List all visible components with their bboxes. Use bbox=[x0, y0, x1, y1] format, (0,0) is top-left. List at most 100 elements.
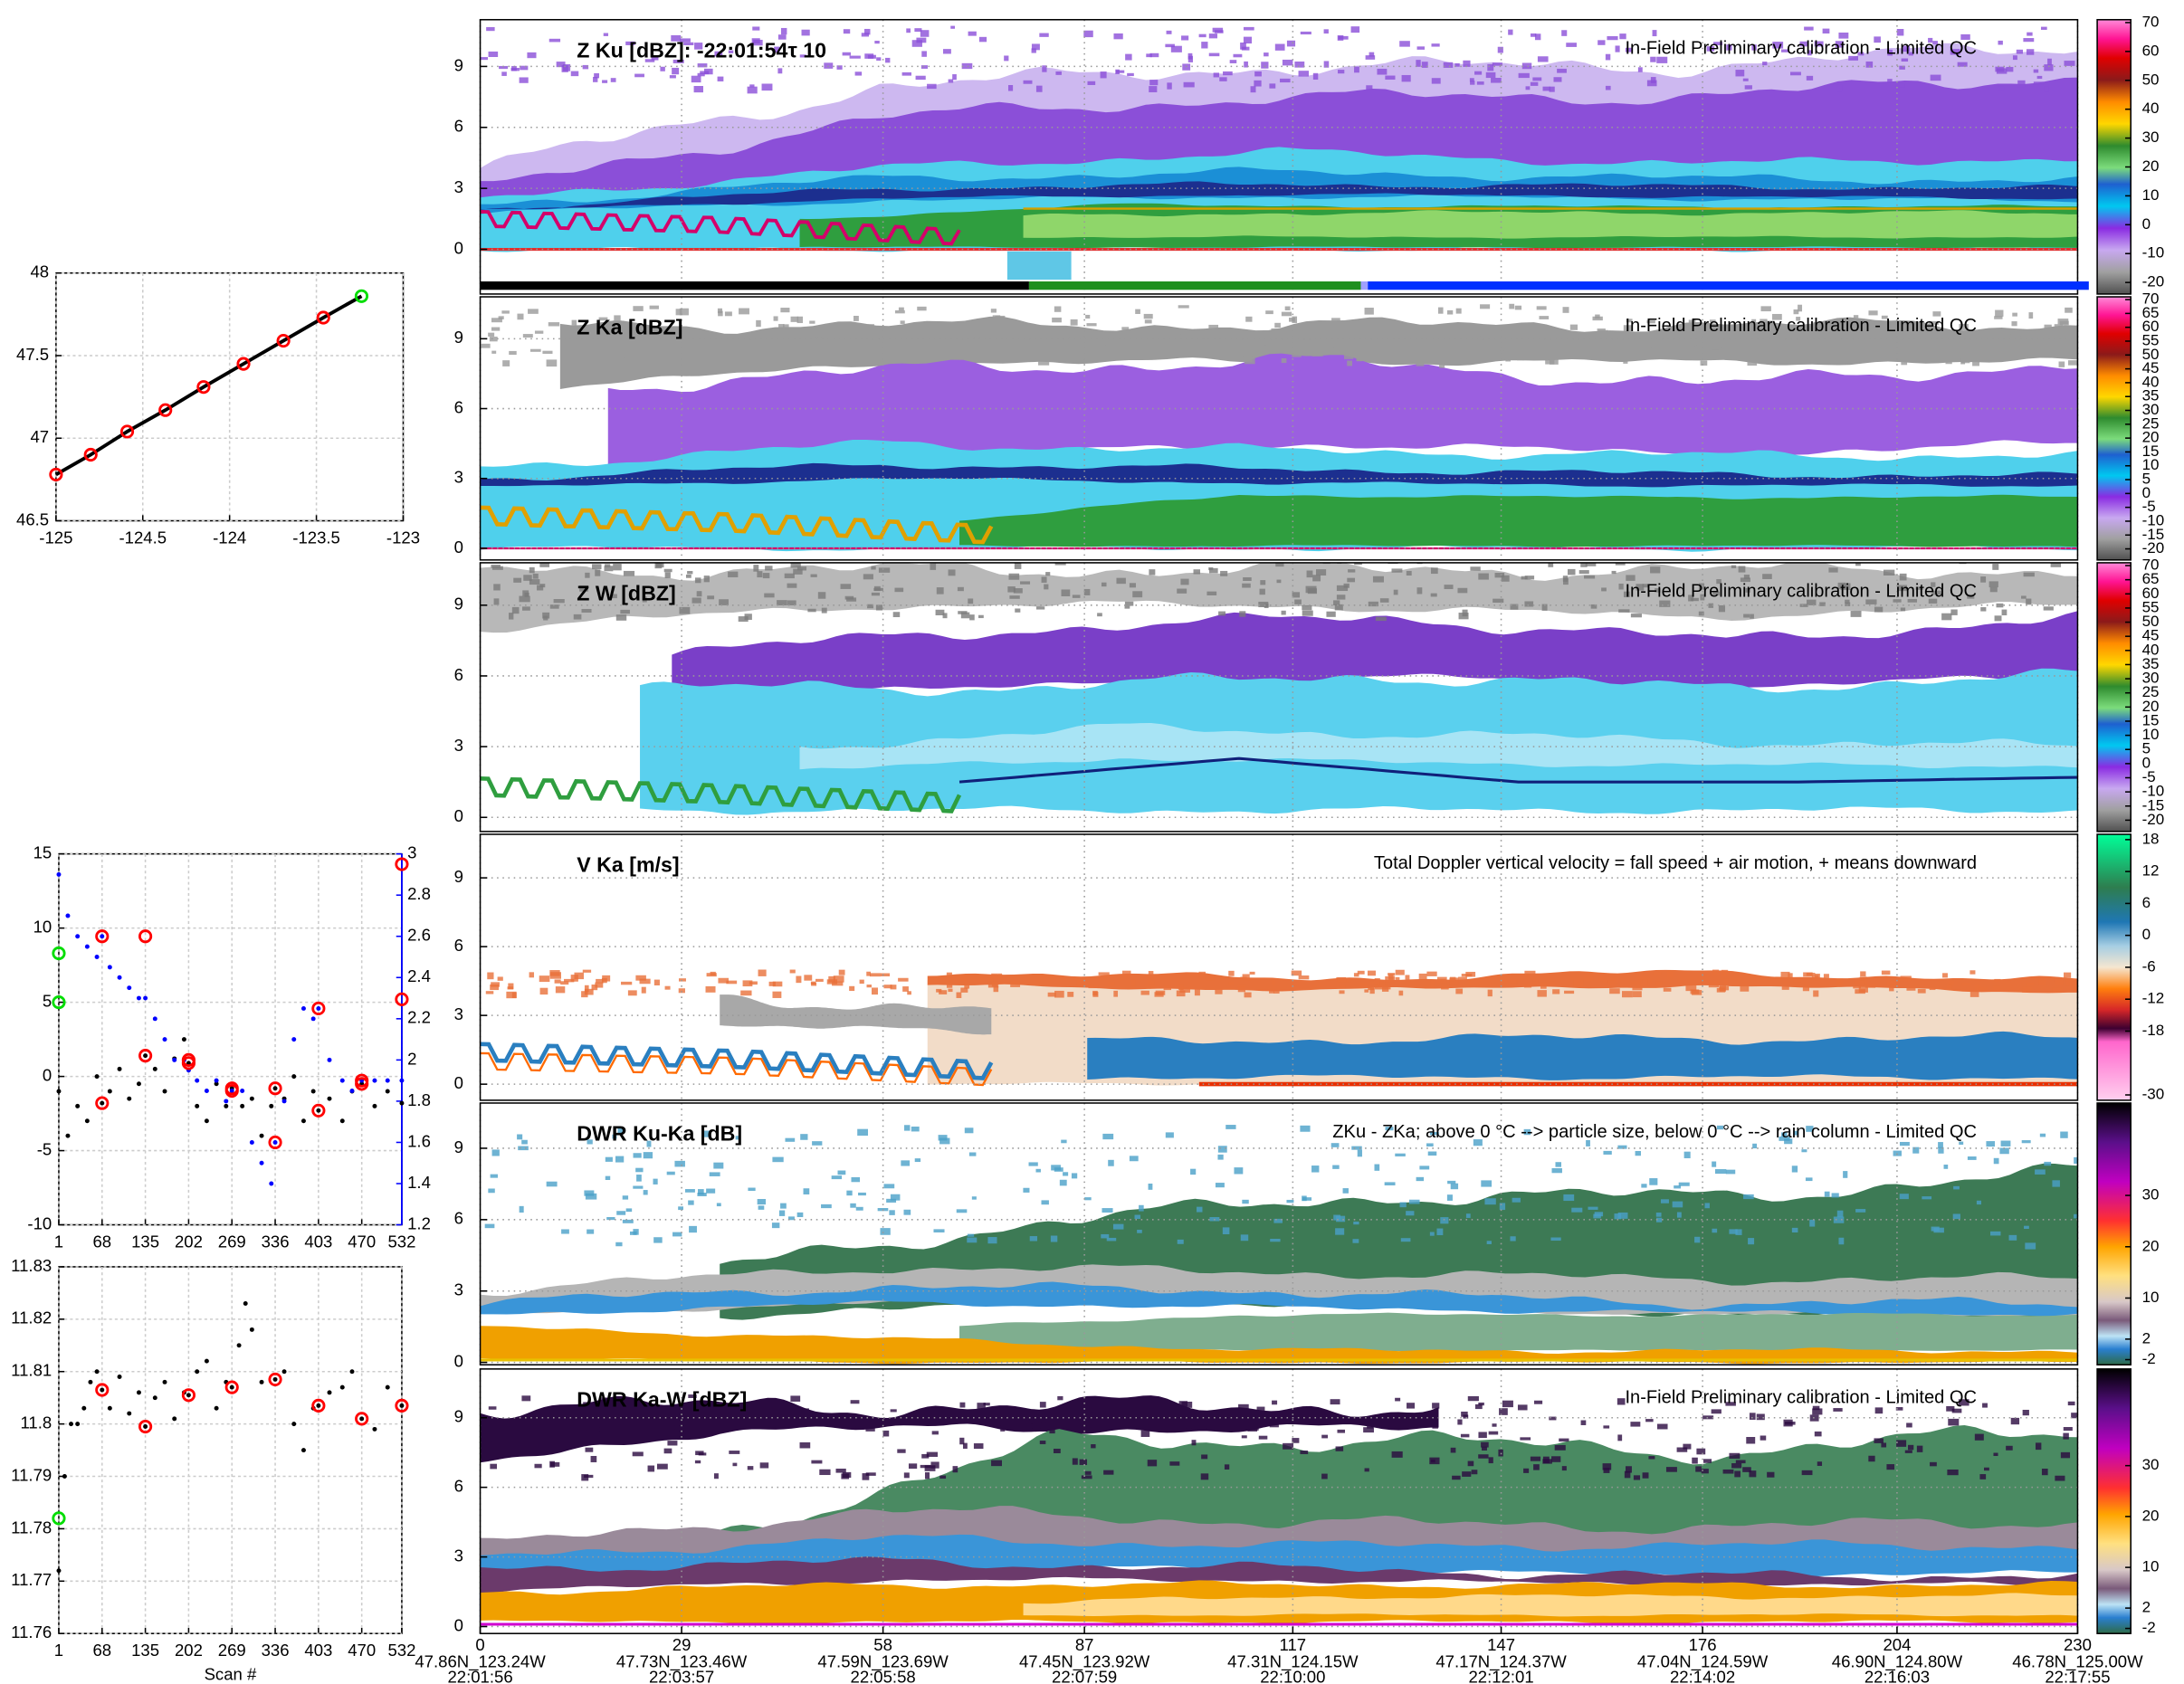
echo-speckle bbox=[817, 592, 826, 599]
data-point bbox=[204, 1118, 209, 1124]
curtain-image bbox=[480, 1125, 2078, 1365]
data-point bbox=[172, 1057, 177, 1062]
echo-speckle bbox=[1375, 616, 1387, 622]
echo-speckle bbox=[1029, 338, 1038, 344]
x-tick-label: 230 bbox=[2064, 1635, 2092, 1654]
echo-speckle bbox=[580, 1440, 587, 1446]
echo-speckle bbox=[885, 356, 892, 363]
echo-speckle bbox=[491, 318, 502, 323]
echo-speckle bbox=[1339, 990, 1345, 994]
x-location-label: 47.31N_124.15W bbox=[1227, 1652, 1359, 1672]
y2-tick-label: 1.8 bbox=[407, 1090, 431, 1109]
echo-speckle bbox=[1101, 1233, 1110, 1239]
y-tick-label: 9 bbox=[454, 867, 463, 886]
echo-speckle bbox=[1323, 61, 1330, 68]
echo-speckle bbox=[642, 596, 647, 603]
echo-speckle bbox=[1659, 600, 1671, 607]
echo-speckle bbox=[1928, 37, 1933, 43]
echo-speckle bbox=[1218, 611, 1226, 616]
echo-speckle bbox=[1625, 47, 1632, 52]
echo-layer bbox=[720, 994, 992, 1035]
echo-speckle bbox=[977, 1403, 986, 1409]
echo-speckle bbox=[581, 991, 588, 998]
echo-speckle bbox=[622, 1195, 629, 1200]
echo-speckle bbox=[601, 977, 607, 984]
colorbar-label: 0 bbox=[2142, 484, 2151, 501]
x-tick-label: 269 bbox=[218, 1232, 246, 1251]
echo-speckle bbox=[1623, 325, 1632, 332]
echo-speckle bbox=[1206, 975, 1215, 981]
echo-speckle bbox=[1713, 42, 1723, 45]
echo-speckle bbox=[1429, 1457, 1440, 1465]
echo-speckle bbox=[679, 308, 689, 316]
echo-speckle bbox=[672, 67, 680, 75]
echo-speckle bbox=[1530, 1456, 1541, 1461]
colorbar-label: -20 bbox=[2142, 811, 2165, 828]
echo-speckle bbox=[1603, 1425, 1610, 1429]
curtain-image bbox=[480, 1394, 2078, 1626]
echo-speckle bbox=[1524, 601, 1534, 607]
echo-speckle bbox=[1593, 1213, 1601, 1219]
echo-speckle bbox=[785, 346, 796, 353]
echo-speckle bbox=[1729, 1452, 1741, 1459]
echo-speckle bbox=[1282, 59, 1293, 66]
echo-speckle bbox=[1976, 1200, 1981, 1205]
echo-speckle bbox=[1972, 361, 1979, 366]
echo-layer bbox=[480, 1281, 2078, 1318]
echo-speckle bbox=[604, 566, 614, 572]
y-tick-label: 11.79 bbox=[11, 1465, 52, 1484]
echo-speckle bbox=[1467, 1460, 1474, 1467]
echo-speckle bbox=[894, 309, 905, 314]
echo-speckle bbox=[753, 565, 759, 572]
echo-speckle bbox=[843, 29, 851, 34]
echo-speckle bbox=[1857, 52, 1865, 56]
echo-speckle bbox=[1508, 29, 1513, 35]
echo-speckle bbox=[1618, 583, 1624, 590]
echo-speckle bbox=[493, 598, 500, 605]
echo-speckle bbox=[1559, 340, 1569, 347]
echo-speckle bbox=[1893, 599, 1902, 603]
echo-speckle bbox=[960, 612, 970, 619]
data-point bbox=[162, 1037, 167, 1042]
colorbar-label: 25 bbox=[2142, 414, 2160, 432]
echo-speckle bbox=[1562, 307, 1569, 313]
echo-speckle bbox=[1683, 1151, 1691, 1158]
echo-speckle bbox=[1553, 77, 1562, 82]
echo-speckle bbox=[866, 985, 872, 988]
echo-speckle bbox=[1501, 575, 1510, 582]
echo-speckle bbox=[1632, 984, 1643, 991]
echo-speckle bbox=[756, 319, 761, 328]
data-point bbox=[339, 1118, 345, 1124]
echo-speckle bbox=[1421, 62, 1428, 68]
echo-speckle bbox=[1338, 70, 1345, 74]
data-point bbox=[300, 1005, 306, 1011]
echo-speckle bbox=[757, 1199, 767, 1205]
echo-speckle bbox=[1649, 1178, 1658, 1185]
echo-speckle bbox=[867, 604, 873, 609]
echo-speckle bbox=[548, 322, 560, 327]
echo-speckle bbox=[664, 985, 671, 990]
echo-speckle bbox=[490, 1174, 498, 1178]
echo-speckle bbox=[586, 358, 593, 364]
echo-speckle bbox=[1950, 609, 1958, 615]
echo-speckle bbox=[1943, 1165, 1949, 1169]
echo-speckle bbox=[1838, 1237, 1845, 1245]
echo-speckle bbox=[1716, 1125, 1724, 1130]
echo-speckle bbox=[1845, 599, 1850, 604]
echo-speckle bbox=[1312, 575, 1321, 582]
echo-speckle bbox=[614, 315, 621, 321]
marker bbox=[268, 1135, 282, 1150]
echo-speckle bbox=[1624, 1470, 1631, 1479]
echo-speckle bbox=[978, 977, 985, 982]
echo-speckle bbox=[1602, 979, 1608, 984]
colorbar-label: 30 bbox=[2142, 670, 2160, 687]
echo-speckle bbox=[698, 1189, 704, 1195]
echo-speckle bbox=[849, 985, 855, 992]
echo-speckle bbox=[599, 1427, 611, 1432]
echo-speckle bbox=[1630, 614, 1642, 618]
echo-speckle bbox=[1343, 355, 1354, 359]
echo-speckle bbox=[1899, 573, 1907, 581]
echo-speckle bbox=[1254, 71, 1262, 77]
echo-speckle bbox=[1788, 973, 1793, 980]
echo-speckle bbox=[612, 1134, 617, 1139]
